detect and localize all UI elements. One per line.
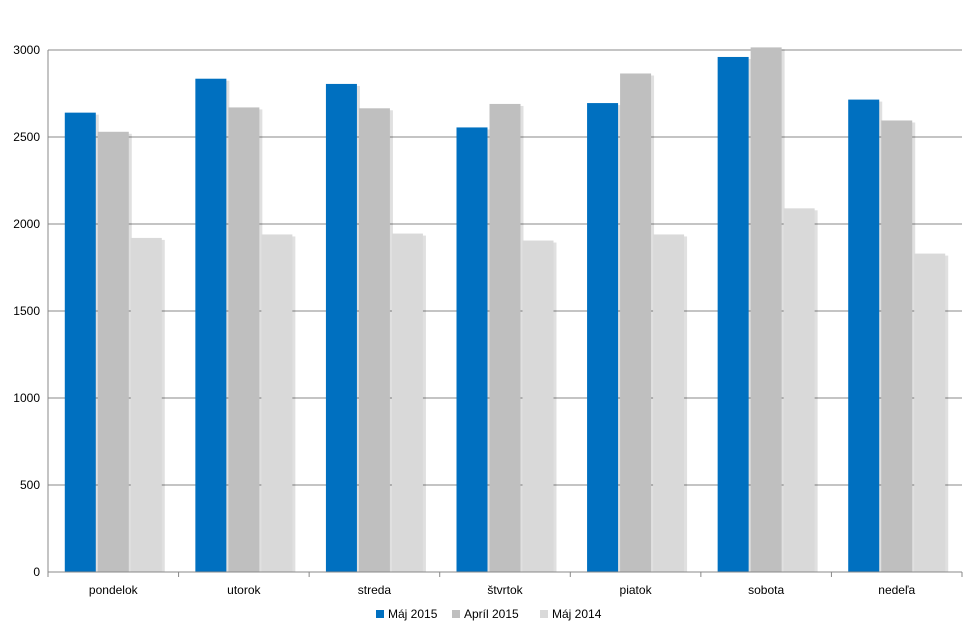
legend-label: Máj 2014 [552,607,602,621]
bar [325,83,357,573]
bar [195,78,227,573]
bar [97,131,129,572]
axes [47,50,963,577]
bars [64,47,949,573]
bar [522,240,554,572]
x-axis-tick-labels: pondelok utorok streda štvrtok piatok sobota n… [89,583,916,597]
bar [358,108,390,572]
x-tick-label: pondelok [89,583,139,597]
bar [391,233,423,572]
y-tick-label: 500 [20,478,40,492]
y-tick-label: 1500 [13,304,40,318]
bar [130,237,162,573]
y-axis-tick-labels: 0 500 1000 1500 2000 2500 3000 [13,43,40,579]
y-tick-label: 3000 [13,43,40,57]
y-tick-label: 2000 [13,217,40,231]
bar [653,234,685,572]
legend-label: Máj 2015 [388,607,438,621]
bar [881,120,913,572]
x-tick-label: piatok [620,583,653,597]
x-tick-label: nedeľa [878,583,915,597]
bar [783,208,815,572]
y-tick-label: 1000 [13,391,40,405]
y-tick-label: 0 [33,565,40,579]
bar [848,99,880,572]
legend-swatch [376,610,384,618]
bar [914,253,946,572]
bar [750,47,782,572]
legend-swatch [452,610,460,618]
legend: Máj 2015 Apríl 2015 Máj 2014 [376,607,602,621]
bar [261,234,293,572]
bar [489,103,521,572]
bar [64,112,96,572]
bar [587,103,619,572]
y-tick-label: 2500 [13,130,40,144]
bar [620,73,652,573]
bar [228,107,260,573]
legend-label: Apríl 2015 [464,607,519,621]
x-tick-label: streda [358,583,392,597]
x-tick-label: štvrtok [487,583,523,597]
x-tick-label: utorok [227,583,261,597]
bar [717,56,749,572]
bar [456,127,488,573]
legend-swatch [540,610,548,618]
x-tick-label: sobota [748,583,784,597]
